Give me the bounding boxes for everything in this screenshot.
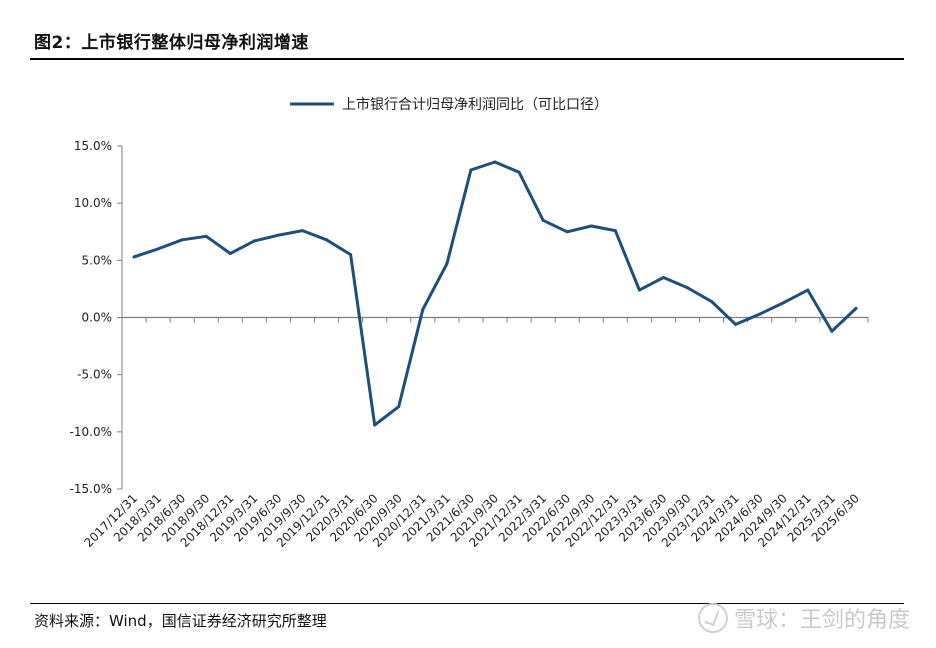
watermark-text: 雪球：王剑的角度 bbox=[733, 608, 910, 633]
y-tick-label: -5.0% bbox=[77, 368, 112, 382]
data-point bbox=[300, 229, 304, 233]
series-group bbox=[132, 160, 858, 427]
y-tick-label: 5.0% bbox=[82, 253, 113, 267]
x-axis: 2017/12/312018/3/312018/6/302018/9/30201… bbox=[81, 316, 869, 550]
data-point bbox=[204, 234, 208, 238]
series-line bbox=[132, 160, 858, 427]
data-point bbox=[686, 286, 690, 290]
y-tick-label: -10.0% bbox=[70, 425, 112, 439]
source-note: 资料来源：Wind，国信证券经济研究所整理 bbox=[34, 612, 327, 630]
data-point bbox=[493, 160, 497, 164]
top-divider bbox=[30, 58, 904, 60]
data-point bbox=[758, 312, 762, 316]
data-point bbox=[734, 322, 738, 326]
watermark: 雪球：王剑的角度 bbox=[697, 602, 910, 634]
data-point bbox=[397, 405, 401, 409]
data-point bbox=[830, 329, 834, 333]
data-point bbox=[252, 239, 256, 243]
data-point bbox=[782, 301, 786, 305]
y-tick-label: 0.0% bbox=[82, 311, 113, 325]
data-point bbox=[421, 307, 425, 311]
data-point bbox=[180, 238, 184, 242]
data-point bbox=[349, 253, 353, 257]
data-point bbox=[469, 168, 473, 172]
snowball-logo-icon bbox=[697, 603, 728, 633]
data-point bbox=[710, 299, 714, 303]
data-point bbox=[541, 218, 545, 222]
y-axis: -15.0% -10.0% -5.0% 0.0% 5.0% 10.0% 15.0% bbox=[70, 139, 123, 496]
data-point bbox=[228, 251, 232, 255]
data-point bbox=[806, 288, 810, 292]
data-point bbox=[373, 423, 377, 427]
data-point bbox=[613, 229, 617, 233]
legend-label: 上市银行合计归母净利润同比（可比口径） bbox=[342, 96, 608, 113]
data-point bbox=[637, 288, 641, 292]
y-tick-label: 15.0% bbox=[74, 139, 112, 153]
line-chart: 上市银行合计归母净利润同比（可比口径） -15.0% -10.0% -5.0% 0.0… bbox=[70, 96, 869, 550]
data-point bbox=[517, 170, 521, 174]
data-point bbox=[589, 224, 593, 228]
data-point bbox=[276, 233, 280, 237]
chart-legend: 上市银行合计归母净利润同比（可比口径） bbox=[290, 96, 608, 113]
data-point bbox=[325, 238, 329, 242]
data-point bbox=[445, 262, 449, 266]
data-point bbox=[661, 275, 665, 279]
data-point bbox=[854, 306, 858, 310]
data-point bbox=[565, 230, 569, 234]
data-point bbox=[132, 255, 136, 259]
y-tick-label: -15.0% bbox=[70, 482, 112, 496]
bottom-divider bbox=[30, 603, 904, 604]
data-point bbox=[156, 247, 160, 251]
y-tick-label: 10.0% bbox=[74, 196, 112, 210]
page-title: 图2：上市银行整体归母净利润增速 bbox=[34, 33, 309, 53]
